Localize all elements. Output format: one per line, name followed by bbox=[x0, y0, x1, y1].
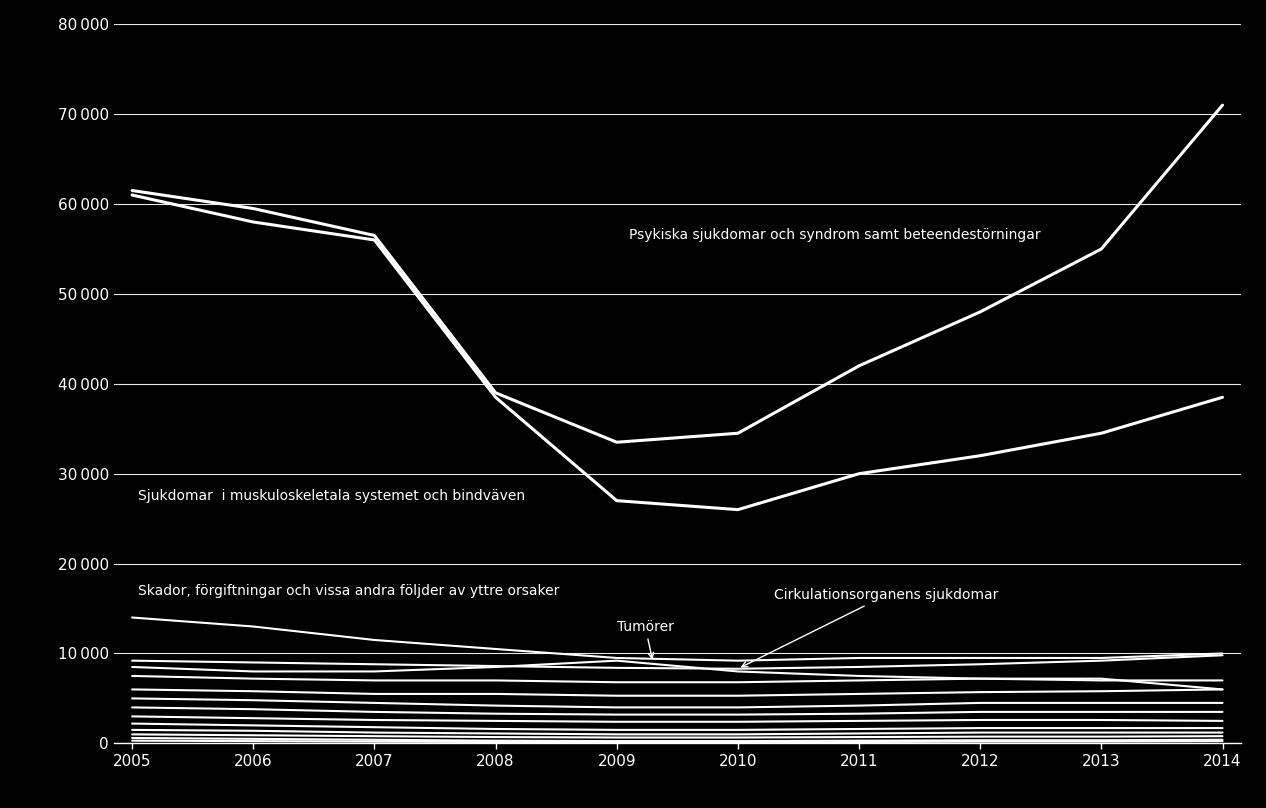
Text: Psykiska sjukdomar och syndrom samt beteendestörningar: Psykiska sjukdomar och syndrom samt bete… bbox=[629, 229, 1041, 242]
Text: Tumörer: Tumörer bbox=[617, 620, 674, 659]
Text: Sjukdomar  i muskuloskeletala systemet och bindväven: Sjukdomar i muskuloskeletala systemet oc… bbox=[138, 489, 525, 503]
Text: Skador, förgiftningar och vissa andra följder av yttre orsaker: Skador, förgiftningar och vissa andra fö… bbox=[138, 583, 560, 598]
Text: Cirkulationsorganens sjukdomar: Cirkulationsorganens sjukdomar bbox=[742, 588, 999, 667]
